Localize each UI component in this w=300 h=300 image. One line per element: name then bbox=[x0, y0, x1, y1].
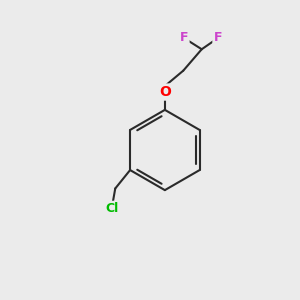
Text: O: O bbox=[159, 85, 171, 99]
Text: Cl: Cl bbox=[105, 202, 118, 215]
Text: F: F bbox=[180, 32, 188, 44]
Text: F: F bbox=[214, 32, 222, 44]
